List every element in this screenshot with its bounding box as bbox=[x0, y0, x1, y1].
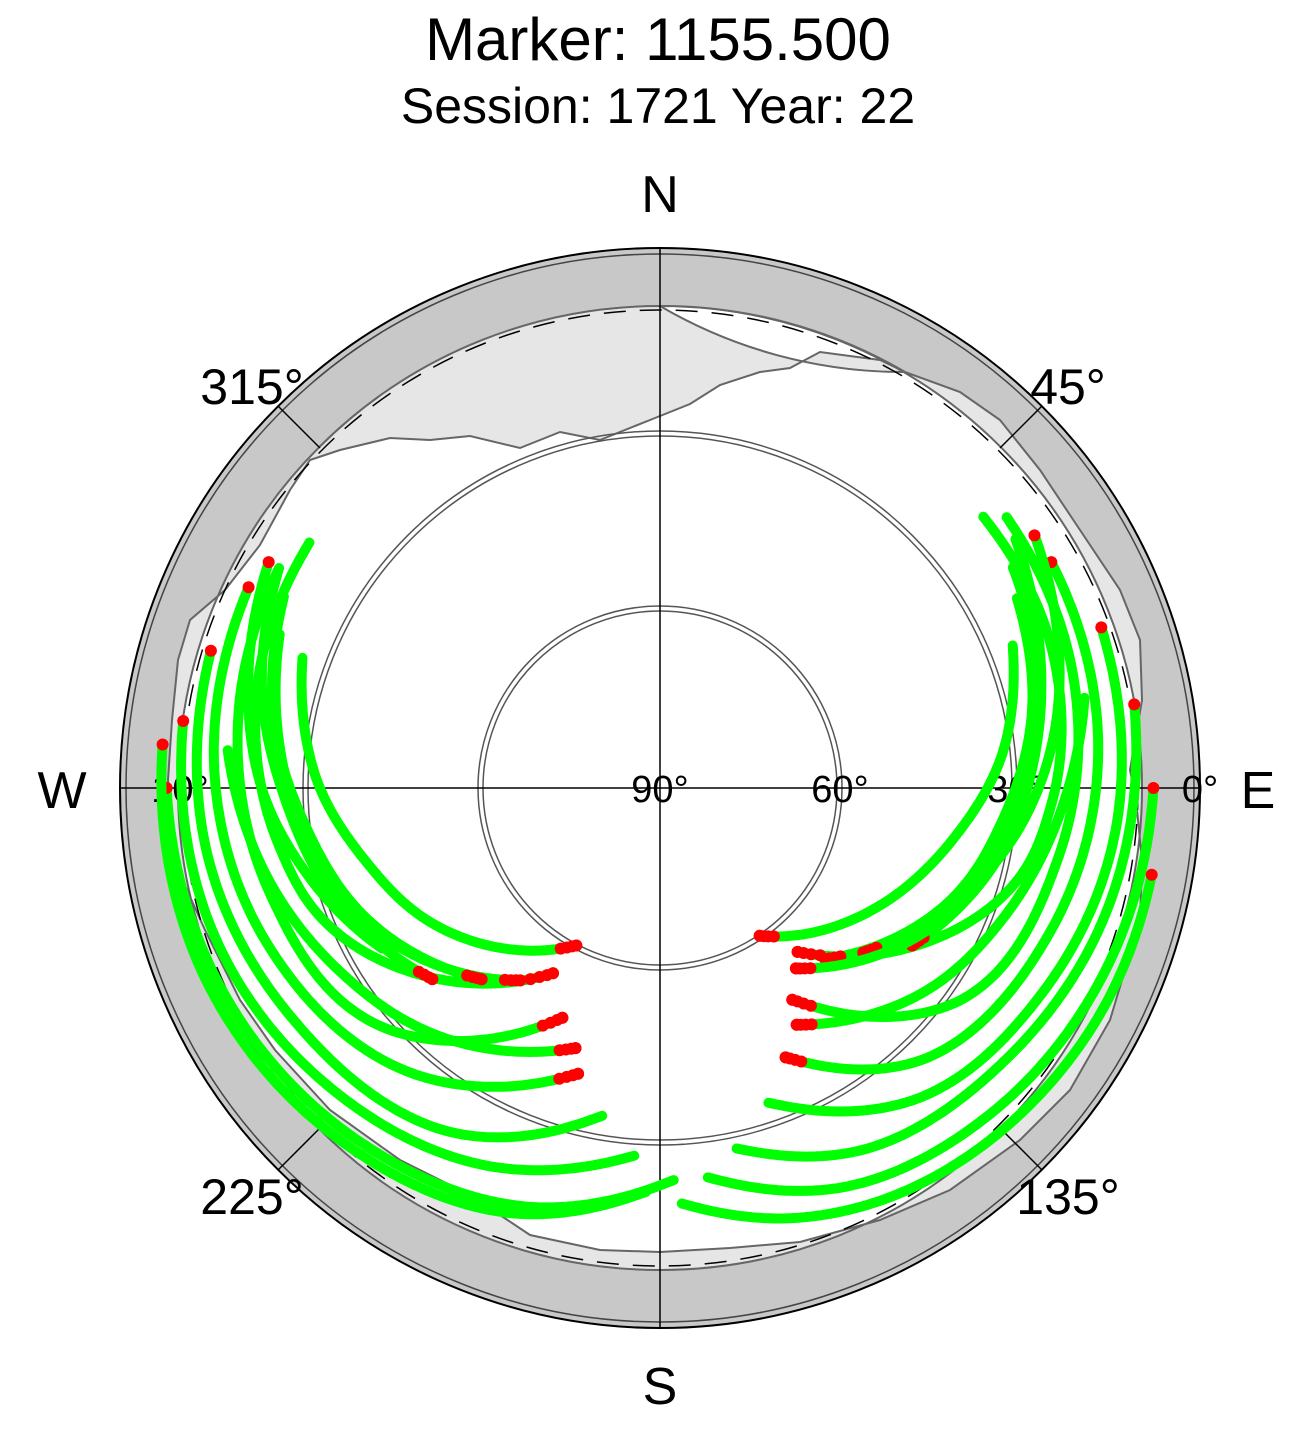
flagged-point bbox=[242, 581, 255, 594]
flagged-point bbox=[498, 973, 511, 986]
flagged-point bbox=[533, 971, 546, 983]
track-9 bbox=[858, 562, 1043, 958]
flagged-point bbox=[1128, 698, 1141, 711]
track-27 bbox=[222, 745, 581, 1057]
tick-315 bbox=[277, 405, 321, 449]
flagged-point bbox=[524, 973, 537, 986]
elevation-label-60: 60° bbox=[811, 769, 868, 811]
flagged-point bbox=[262, 556, 275, 569]
flagged-point bbox=[804, 962, 817, 975]
flagged-point bbox=[767, 930, 780, 943]
track-21 bbox=[156, 739, 651, 1220]
flagged-point bbox=[204, 644, 217, 657]
azimuth-label-225: 225° bbox=[200, 1169, 303, 1225]
track-6 bbox=[702, 783, 1159, 1196]
track-23 bbox=[267, 591, 487, 985]
tick-225 bbox=[277, 1127, 321, 1171]
track-4 bbox=[763, 622, 1127, 1117]
track-19 bbox=[176, 716, 640, 1176]
chart-title: Marker: 1155.500 bbox=[425, 6, 891, 73]
flagged-point bbox=[805, 948, 818, 961]
compass-south-label: S bbox=[643, 1358, 678, 1416]
track-25 bbox=[296, 652, 582, 956]
flagged-point bbox=[804, 999, 817, 1012]
flagged-point bbox=[553, 1072, 566, 1085]
compass-west-label: W bbox=[37, 762, 86, 820]
flagged-point bbox=[805, 1018, 818, 1031]
flagged-point bbox=[1145, 868, 1158, 881]
track-11 bbox=[791, 692, 1090, 1030]
flagged-point bbox=[795, 1055, 808, 1068]
flagged-point bbox=[461, 969, 474, 982]
elevation-label-90: 90° bbox=[631, 769, 688, 811]
satellite-tracks bbox=[156, 511, 1160, 1224]
flagged-point bbox=[1028, 529, 1041, 542]
track-7 bbox=[676, 869, 1157, 1224]
flagged-point bbox=[553, 1044, 566, 1057]
flagged-point bbox=[834, 950, 847, 963]
chart-subtitle: Session: 1721 Year: 22 bbox=[400, 78, 916, 134]
azimuth-label-45: 45° bbox=[1030, 359, 1106, 415]
track-17 bbox=[208, 582, 584, 1092]
flagged-point bbox=[412, 965, 425, 978]
track-3 bbox=[780, 557, 1104, 1075]
compass-east-label: E bbox=[1241, 762, 1276, 820]
azimuth-label-315: 315° bbox=[200, 359, 303, 415]
tick-45 bbox=[999, 405, 1043, 449]
flagged-point bbox=[177, 715, 190, 727]
track-5 bbox=[731, 699, 1142, 1162]
flagged-point bbox=[156, 738, 169, 751]
track-14 bbox=[956, 530, 1065, 903]
flagged-point bbox=[1095, 621, 1108, 634]
track-18 bbox=[191, 645, 608, 1143]
flagged-point bbox=[1147, 782, 1160, 794]
track-26 bbox=[243, 557, 387, 954]
track-13 bbox=[754, 640, 1019, 942]
flagged-point bbox=[536, 1019, 549, 1032]
azimuth-label-135: 135° bbox=[1016, 1169, 1119, 1225]
tick-135 bbox=[999, 1127, 1043, 1171]
elevation-label-0: 0° bbox=[1182, 769, 1218, 811]
flagged-point bbox=[554, 942, 567, 955]
compass-north-label: N bbox=[641, 166, 679, 224]
